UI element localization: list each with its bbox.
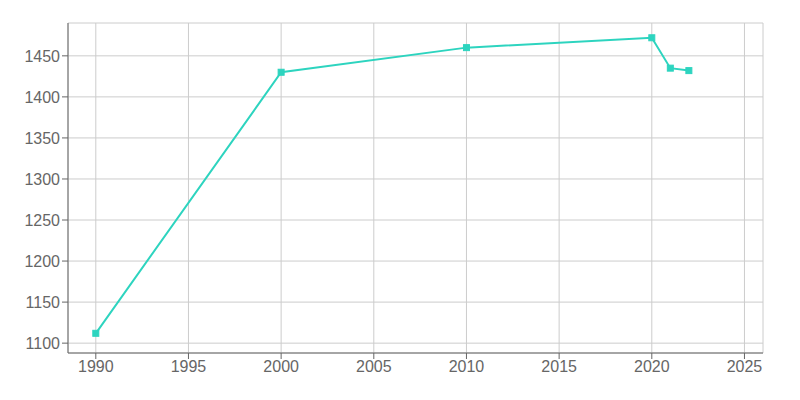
svg-text:1990: 1990 xyxy=(78,358,114,375)
svg-text:2020: 2020 xyxy=(634,358,670,375)
svg-text:1350: 1350 xyxy=(24,130,60,147)
svg-text:1995: 1995 xyxy=(171,358,207,375)
svg-text:2010: 2010 xyxy=(449,358,485,375)
svg-text:2015: 2015 xyxy=(541,358,577,375)
svg-text:1200: 1200 xyxy=(24,253,60,270)
svg-text:1300: 1300 xyxy=(24,171,60,188)
svg-text:2005: 2005 xyxy=(356,358,392,375)
svg-text:2025: 2025 xyxy=(727,358,763,375)
svg-text:1250: 1250 xyxy=(24,212,60,229)
svg-text:1100: 1100 xyxy=(26,335,61,352)
svg-text:1450: 1450 xyxy=(24,48,60,65)
svg-text:1150: 1150 xyxy=(26,294,61,311)
svg-text:1400: 1400 xyxy=(24,89,60,106)
svg-text:2000: 2000 xyxy=(263,358,299,375)
